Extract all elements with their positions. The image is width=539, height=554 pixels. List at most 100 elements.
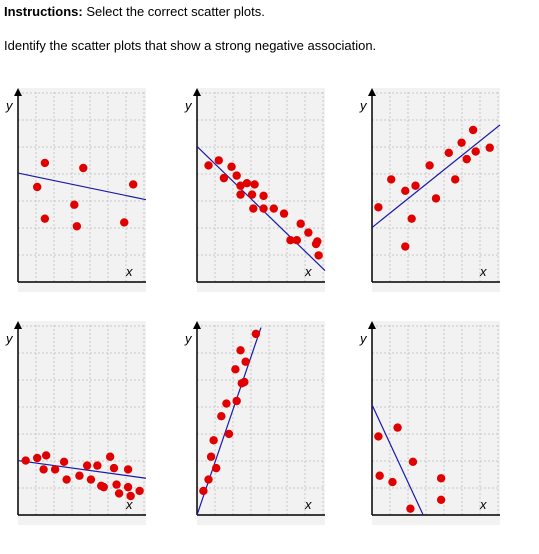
fit-line — [196, 327, 262, 516]
data-point — [251, 329, 261, 339]
data-point — [40, 158, 50, 168]
data-point — [135, 486, 144, 496]
plot-background — [197, 321, 325, 525]
y-axis-label: y — [184, 331, 193, 346]
data-point — [401, 242, 410, 251]
data-point — [304, 228, 313, 237]
data-point — [214, 156, 223, 165]
y-axis-label: y — [359, 98, 368, 113]
data-point — [401, 186, 410, 195]
x-axis-label: x — [479, 264, 487, 279]
y-axis-arrow — [193, 321, 201, 329]
data-point — [236, 181, 245, 190]
instructions: Instructions: Select the correct scatter… — [4, 4, 265, 19]
data-point — [451, 175, 460, 184]
data-point — [50, 465, 60, 474]
data-point — [407, 214, 416, 223]
y-axis-arrow — [14, 88, 22, 96]
data-point — [471, 147, 480, 156]
data-point — [269, 204, 278, 213]
data-point — [279, 209, 289, 218]
data-point — [240, 377, 249, 387]
data-point — [217, 412, 226, 421]
scatter-plot: yx — [184, 88, 326, 292]
data-point — [219, 173, 229, 183]
data-point — [72, 222, 82, 231]
data-point — [21, 456, 30, 465]
data-point — [314, 251, 323, 260]
plot-background — [372, 321, 500, 525]
fit-line — [17, 172, 147, 201]
data-point — [33, 453, 42, 463]
data-point — [387, 175, 396, 184]
data-point — [468, 125, 478, 135]
data-point — [462, 154, 471, 164]
scatter-plot: yx — [359, 321, 500, 525]
data-point — [114, 489, 124, 498]
data-point — [406, 504, 415, 513]
data-point — [241, 357, 250, 366]
y-axis-arrow — [368, 88, 376, 96]
question: Identify the scatter plots that show a s… — [4, 38, 377, 53]
y-axis-arrow — [368, 321, 376, 329]
data-point — [99, 482, 108, 492]
data-point — [70, 200, 79, 209]
data-point — [123, 482, 133, 492]
data-point — [86, 475, 96, 484]
data-point — [105, 452, 115, 461]
data-point — [242, 179, 252, 188]
instructions-label: Instructions: — [4, 4, 83, 19]
y-axis-label: y — [5, 98, 14, 113]
x-axis-label: x — [125, 264, 133, 279]
data-point — [444, 148, 453, 157]
data-point — [79, 163, 88, 173]
data-point — [411, 181, 420, 190]
data-point — [39, 465, 48, 474]
data-point — [224, 429, 234, 439]
data-point — [120, 218, 129, 227]
data-point — [231, 365, 240, 374]
data-point — [431, 194, 441, 203]
data-point — [209, 436, 218, 445]
data-point — [485, 143, 494, 152]
data-point — [393, 423, 402, 432]
plot-background — [197, 88, 325, 292]
data-point — [425, 161, 434, 170]
data-point — [227, 162, 236, 171]
data-point — [374, 432, 383, 441]
data-point — [75, 471, 84, 480]
data-point — [296, 219, 305, 228]
data-point — [232, 171, 241, 180]
data-point — [259, 204, 268, 213]
y-axis-label: y — [184, 98, 193, 113]
x-axis-label: x — [125, 497, 133, 512]
data-point — [232, 396, 241, 406]
scatter-plot: yx — [5, 321, 147, 525]
fit-line — [371, 124, 501, 229]
y-axis-arrow — [14, 321, 22, 329]
data-point — [82, 461, 92, 470]
data-point — [436, 495, 446, 504]
data-point — [59, 457, 69, 466]
data-point — [199, 486, 208, 496]
data-point — [313, 237, 322, 246]
data-point — [126, 491, 135, 501]
data-point — [40, 214, 50, 223]
data-point — [408, 457, 418, 466]
data-point — [236, 346, 245, 355]
data-point — [236, 190, 245, 199]
data-point — [247, 190, 257, 199]
data-point — [112, 480, 121, 489]
data-point — [204, 161, 213, 170]
data-point — [109, 463, 119, 473]
data-point — [62, 475, 71, 484]
data-point — [286, 236, 295, 245]
data-point — [93, 461, 102, 470]
y-axis-arrow — [193, 88, 201, 96]
data-point — [222, 399, 231, 408]
data-point — [212, 463, 221, 473]
data-point — [388, 477, 397, 487]
y-axis-label: y — [5, 331, 14, 346]
